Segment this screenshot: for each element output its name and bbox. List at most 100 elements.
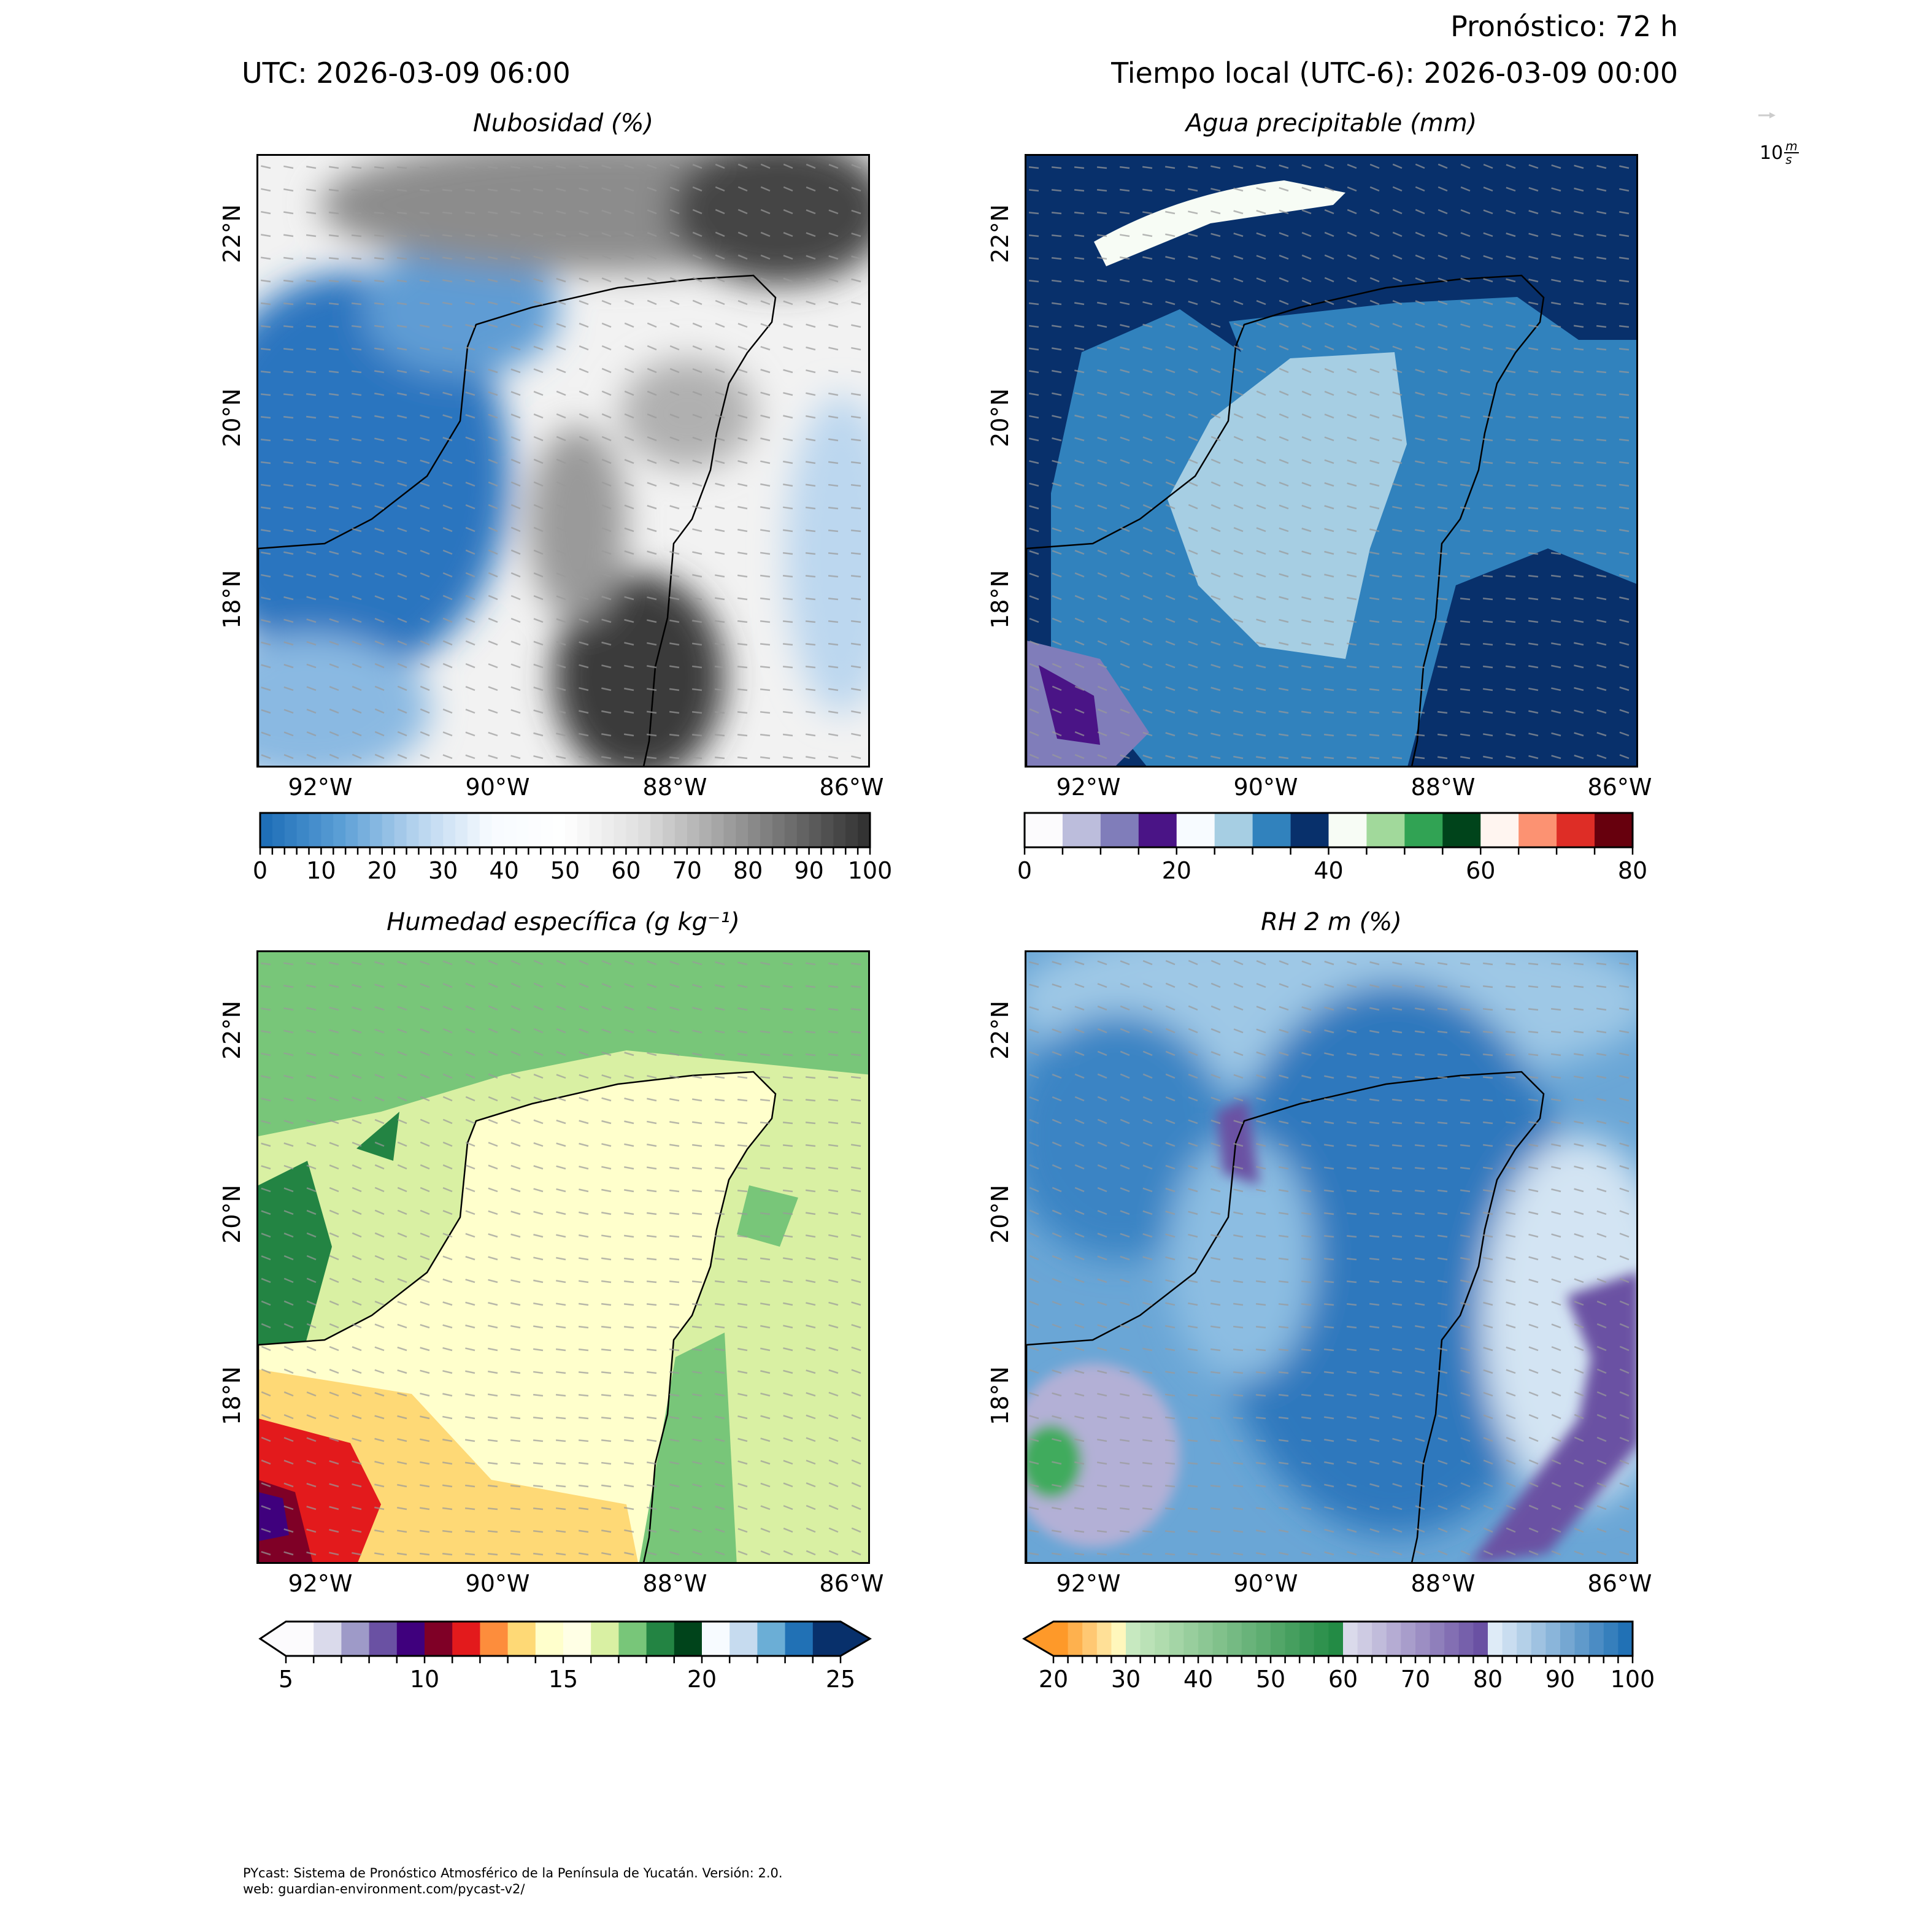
lon-tick-label: 86°W	[819, 774, 884, 801]
wind-arrow	[669, 1303, 680, 1306]
wind-arrow	[1120, 1050, 1130, 1056]
wind-arrow	[306, 302, 317, 306]
wind-arrow	[578, 1394, 589, 1397]
wind-arrow	[1460, 323, 1471, 328]
wind-arrow	[1506, 1391, 1516, 1397]
wind-arrow	[396, 256, 407, 260]
wind-arrow	[1165, 323, 1176, 328]
wind-arrow	[1233, 641, 1244, 646]
wind-arrow	[1369, 551, 1380, 555]
wind-arrow	[1460, 1324, 1471, 1329]
wind-arrow	[442, 1164, 453, 1170]
map-cloud-cover[interactable]	[256, 154, 870, 768]
wind-arrow	[283, 325, 294, 328]
wind-arrow	[442, 301, 453, 306]
wind-arrow	[647, 1529, 657, 1533]
wind-arrow	[1187, 1530, 1198, 1533]
wind-arrow	[1391, 756, 1403, 760]
wind-arrow	[828, 1279, 839, 1284]
wind-arrow	[1074, 1347, 1085, 1352]
wind-arrow	[1278, 1234, 1289, 1238]
wind-arrow	[1573, 574, 1584, 578]
wind-arrow	[510, 1096, 521, 1102]
wind-arrow	[1256, 164, 1266, 169]
wind-arrow	[374, 437, 385, 442]
map-precipitable-water[interactable]	[1025, 154, 1638, 768]
wind-arrow	[1074, 595, 1085, 601]
wind-arrow	[714, 1144, 725, 1147]
wind-arrow	[329, 1414, 339, 1420]
wind-arrow	[601, 1234, 612, 1238]
wind-arrow	[1596, 962, 1607, 966]
wind-arrow	[397, 572, 407, 578]
wind-arrow	[260, 348, 271, 351]
wind-arrow	[1120, 685, 1130, 691]
wind-arrow	[1369, 209, 1380, 215]
wind-arrow	[1483, 1279, 1493, 1284]
colorbar-segment	[1458, 1622, 1474, 1656]
wind-arrow	[1233, 300, 1244, 306]
wind-arrow	[782, 643, 793, 646]
wind-arrow	[1210, 960, 1221, 966]
wind-arrow	[1052, 1028, 1062, 1034]
wind-arrow	[1279, 618, 1289, 623]
wind-arrow	[579, 687, 589, 691]
wind-arrow	[1482, 438, 1493, 442]
wind-arrow	[465, 1141, 475, 1147]
wind-arrow	[1505, 642, 1516, 646]
wind-arrow	[1460, 710, 1471, 714]
wind-arrow	[465, 459, 475, 464]
map-specific-humidity[interactable]	[256, 950, 870, 1564]
wind-arrow	[397, 482, 407, 487]
wind-arrow	[1097, 459, 1107, 464]
wind-arrow	[442, 1324, 453, 1329]
wind-arrow	[1460, 1189, 1471, 1193]
wind-arrow	[1482, 1031, 1493, 1034]
wind-arrow	[533, 481, 544, 487]
wind-arrow	[352, 663, 362, 669]
wind-arrow	[556, 277, 566, 283]
wind-arrow	[1347, 1528, 1357, 1533]
wind-arrow	[1188, 301, 1198, 306]
wind-arrow	[488, 1370, 498, 1374]
wind-arrow	[579, 641, 589, 646]
colorbar-segment	[1183, 1622, 1199, 1656]
wind-arrow	[442, 1461, 453, 1465]
wind-arrow	[715, 322, 725, 328]
wind-arrow	[1052, 983, 1062, 988]
wind-arrow	[828, 1099, 839, 1102]
wind-arrow	[1029, 1552, 1039, 1556]
colorbar-segment	[1480, 813, 1519, 847]
wind-arrow	[715, 551, 725, 555]
wind-arrow	[1550, 1076, 1561, 1079]
wind-arrow	[352, 1437, 362, 1442]
wind-arrow	[1324, 528, 1334, 533]
wind-arrow	[510, 1507, 521, 1511]
wind-arrow	[397, 708, 407, 714]
wind-arrow	[692, 1528, 702, 1533]
wind-arrow	[760, 300, 771, 306]
wind-arrow	[374, 1074, 385, 1079]
wind-arrow	[1301, 299, 1312, 306]
wind-arrow	[715, 1438, 725, 1442]
wind-arrow	[420, 437, 430, 442]
colorbar-tick-label: 20	[1038, 1666, 1069, 1693]
wind-arrow	[669, 459, 680, 464]
wind-arrow	[283, 686, 294, 691]
wind-arrow	[782, 620, 793, 623]
wind-arrow	[1233, 368, 1244, 374]
wind-arrow	[374, 166, 385, 169]
wind-arrow	[1618, 483, 1630, 487]
wind-arrow	[1142, 1416, 1153, 1420]
wind-arrow	[1028, 212, 1039, 215]
wind-arrow	[647, 187, 657, 192]
wind-arrow	[533, 1074, 544, 1079]
wind-arrow	[374, 1437, 385, 1442]
wind-arrow	[1120, 1370, 1130, 1374]
wind-arrow	[1301, 1461, 1312, 1465]
wind-arrow	[396, 234, 407, 237]
wind-arrow	[260, 461, 271, 464]
map-rh2m[interactable]	[1025, 950, 1638, 1564]
footer-url[interactable]: web: guardian-environment.com/pycast-v2/	[243, 1882, 525, 1896]
wind-arrow	[283, 1030, 294, 1034]
